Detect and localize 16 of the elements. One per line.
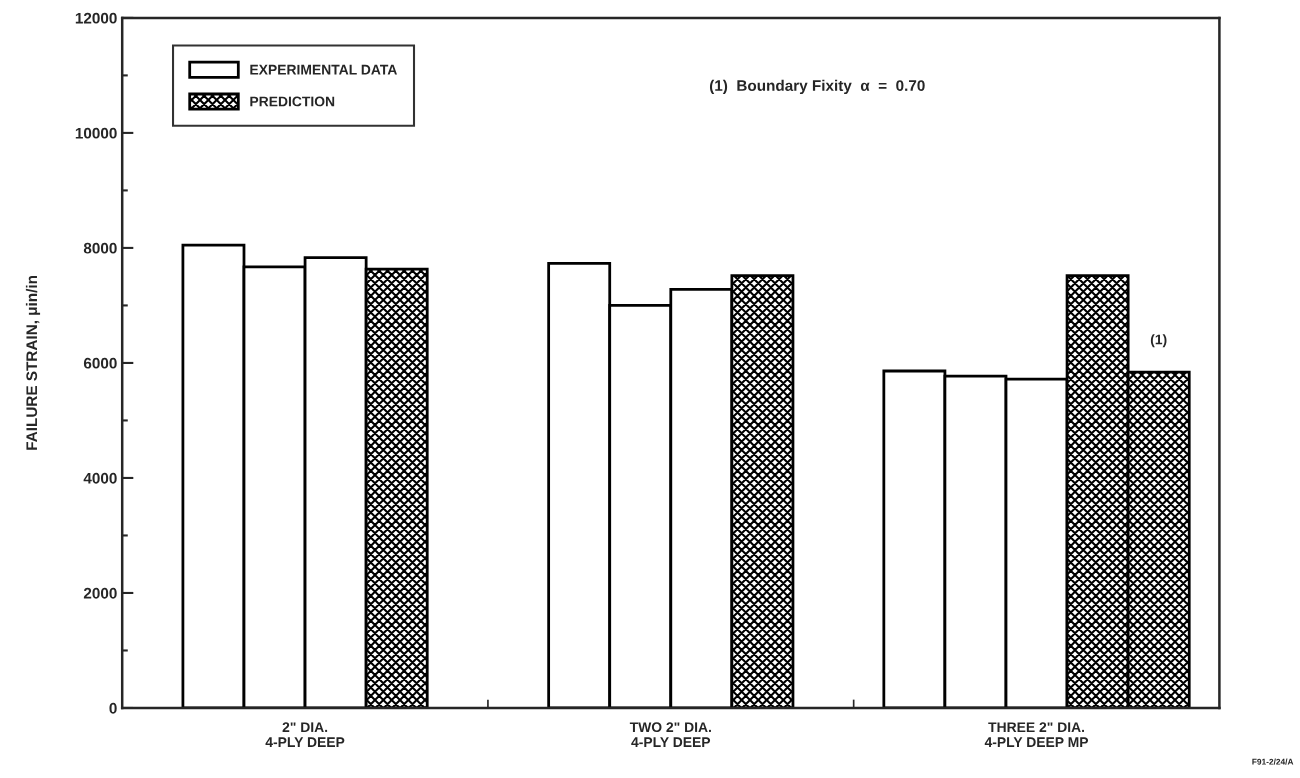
- x-tick-label: TWO 2" DIA. 4-PLY DEEP: [629, 722, 711, 747]
- y-tick-label: 6000: [83, 357, 117, 369]
- y-tick-label: 10000: [75, 127, 117, 139]
- y-tick-label: 8000: [83, 242, 117, 254]
- x-tick-label: 2" DIA. 4-PLY DEEP: [265, 722, 345, 747]
- y-tick-label: 0: [109, 702, 117, 714]
- legend-label: EXPERIMENTAL DATA: [250, 64, 397, 75]
- text: F91-2/24/A: [1252, 758, 1294, 765]
- annotation: (1): [1150, 334, 1167, 348]
- y-axis-title: FAILURE STRAIN, μin/in: [25, 276, 41, 450]
- annotation: (1) Boundary Fixity α = 0.70: [709, 79, 925, 95]
- y-tick-label: 12000: [75, 12, 117, 24]
- y-tick-label: 4000: [83, 472, 117, 484]
- y-tick-label: 2000: [83, 587, 117, 599]
- x-tick-label: THREE 2" DIA. 4-PLY DEEP MP: [984, 722, 1089, 747]
- legend-label: PREDICTION: [250, 96, 335, 107]
